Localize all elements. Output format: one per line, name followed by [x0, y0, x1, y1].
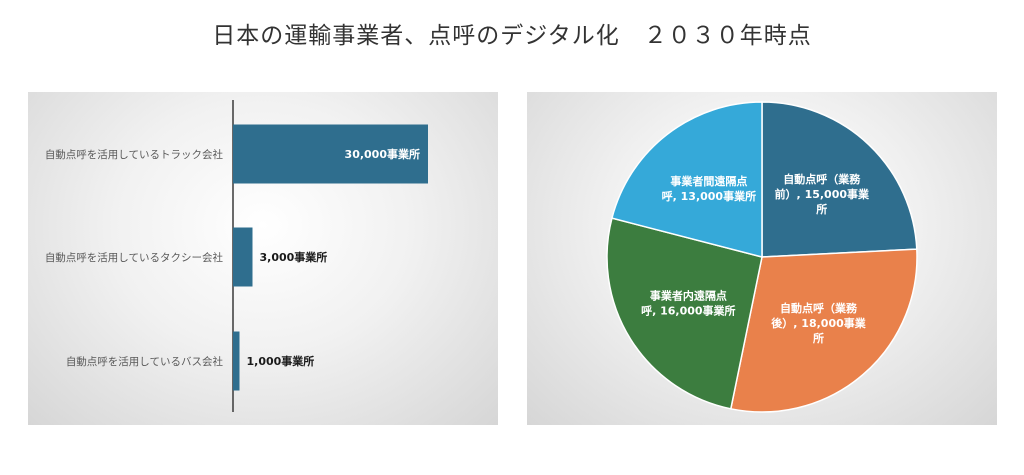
slice-label: 事業者内遠隔点呼, 16,000事業所 [641, 288, 735, 317]
data-label: 1,000事業所 [247, 354, 315, 368]
category-label: 自動点呼を活用しているトラック会社 [45, 148, 224, 161]
data-label: 30,000事業所 [345, 147, 420, 161]
category-label: 自動点呼を活用しているバス会社 [66, 355, 224, 368]
pie-chart-panel: 自動点呼（業務前）, 15,000事業所自動点呼（業務後）, 18,000事業所… [527, 92, 997, 425]
pie-slice [611, 101, 763, 258]
bar [233, 227, 253, 287]
bar-chart-panel: 自動点呼を活用しているトラック会社 30,000事業所自動点呼を活用しているタクシ… [28, 92, 498, 425]
pie-slice [729, 248, 918, 413]
pie-slice [761, 101, 918, 258]
pie-slice [606, 217, 763, 410]
slice-label: 自動点呼（業務後）, 18,000事業所 [771, 301, 866, 345]
category-label: 自動点呼を活用しているタクシー会社 [45, 251, 224, 264]
bar [233, 124, 428, 184]
data-label: 3,000事業所 [260, 250, 328, 264]
bar [233, 331, 240, 391]
slice-label: 自動点呼（業務前）, 15,000事業所 [775, 172, 870, 216]
page-title: 日本の運輸事業者、点呼のデジタル化 ２０３０年時点 [212, 23, 812, 49]
bar-chart: 自動点呼を活用しているトラック会社 30,000事業所自動点呼を活用しているタクシ… [45, 100, 428, 412]
slice-label: 事業者間遠隔点呼, 13,000事業所 [662, 174, 756, 203]
